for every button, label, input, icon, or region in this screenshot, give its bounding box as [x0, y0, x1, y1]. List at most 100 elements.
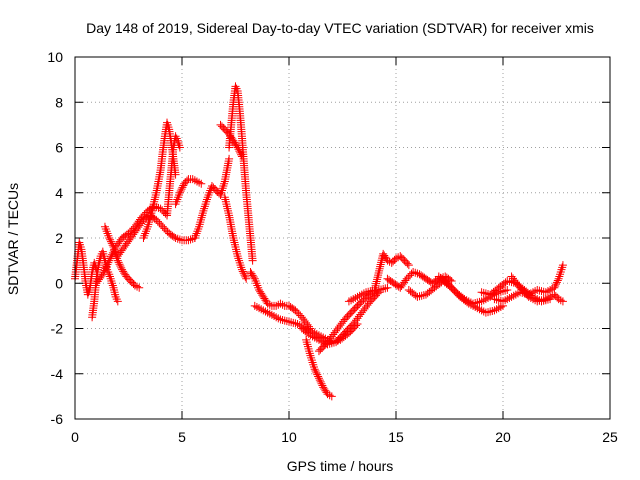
data-point	[248, 271, 257, 280]
data-point	[232, 247, 241, 256]
data-point	[230, 138, 239, 147]
data-point	[161, 226, 170, 235]
data-point	[402, 274, 411, 283]
data-point	[199, 206, 208, 215]
data-point	[195, 178, 204, 187]
data-point	[267, 310, 276, 319]
data-point	[115, 260, 124, 269]
data-point	[108, 248, 117, 257]
data-point	[310, 333, 319, 342]
data-point	[413, 269, 422, 278]
data-point	[511, 290, 520, 299]
data-point	[291, 319, 300, 328]
data-point	[200, 202, 209, 211]
data-point	[503, 295, 512, 304]
data-point	[178, 183, 187, 192]
data-point	[404, 261, 413, 270]
data-point	[307, 356, 316, 365]
data-point	[280, 316, 289, 325]
data-point	[484, 308, 493, 317]
data-point	[152, 215, 161, 224]
data-point	[233, 143, 242, 152]
data-point	[477, 297, 486, 306]
data-point	[409, 267, 418, 276]
data-point	[499, 287, 507, 296]
data-point	[276, 299, 285, 308]
data-point	[312, 334, 321, 343]
data-point	[101, 264, 110, 273]
data-point	[494, 304, 503, 313]
data-point	[366, 287, 375, 296]
data-point	[501, 286, 510, 295]
data-point	[224, 206, 233, 215]
data-point	[375, 266, 384, 275]
data-point	[524, 292, 533, 301]
data-point	[551, 281, 560, 290]
data-point	[558, 263, 567, 272]
data-point	[282, 317, 291, 326]
data-point	[293, 308, 302, 317]
data-point	[295, 321, 304, 330]
data-point	[274, 314, 283, 323]
data-point	[327, 392, 336, 401]
data-point	[311, 367, 320, 376]
data-point	[303, 342, 312, 351]
data-point	[231, 140, 240, 149]
data-point	[239, 269, 248, 278]
data-point	[106, 254, 115, 263]
data-point	[546, 292, 555, 301]
data-point	[509, 291, 518, 300]
data-point	[230, 238, 239, 247]
data-point	[306, 351, 315, 360]
data-point	[558, 297, 567, 306]
axis-ticks: 0 5 10 15 20 25 -6 -4 -2 0 2 4 6 8 10	[47, 49, 618, 445]
data-point	[217, 188, 226, 197]
data-point	[234, 254, 243, 263]
data-point	[484, 289, 493, 298]
data-point	[177, 185, 186, 194]
data-point	[539, 287, 548, 296]
data-point	[475, 297, 484, 306]
data-point	[222, 200, 231, 209]
data-point	[261, 307, 270, 316]
data-point	[479, 296, 488, 305]
data-point	[554, 295, 563, 304]
data-point	[221, 195, 230, 204]
data-point	[374, 269, 383, 278]
x-tick-label: 5	[178, 429, 186, 445]
data-point	[373, 275, 382, 284]
data-point	[75, 238, 84, 247]
data-point	[201, 200, 210, 209]
data-point	[150, 195, 159, 204]
y-tick-label: 4	[55, 185, 63, 201]
data-point	[543, 293, 552, 302]
data-point	[249, 273, 258, 282]
data-point	[252, 303, 261, 312]
data-point	[220, 179, 229, 188]
data-point	[413, 292, 422, 301]
y-tick-label: 10	[47, 49, 63, 65]
x-tick-label: 15	[388, 429, 404, 445]
data-point	[287, 318, 296, 327]
data-point	[302, 338, 311, 347]
data-point	[235, 258, 244, 267]
data-point	[190, 176, 199, 185]
data-point	[505, 293, 514, 302]
data-point	[349, 295, 358, 304]
data-point	[100, 266, 109, 275]
data-point	[236, 261, 245, 270]
data-point	[550, 283, 559, 292]
data-point	[353, 292, 362, 301]
y-tick-label: 2	[55, 230, 63, 246]
data-point	[469, 299, 478, 308]
x-tick-label: 25	[602, 429, 618, 445]
data-point	[236, 148, 245, 157]
data-point	[372, 279, 381, 288]
data-point	[118, 265, 127, 274]
data-point	[496, 296, 505, 305]
data-point	[227, 133, 236, 142]
data-point	[119, 267, 128, 276]
data-point	[186, 235, 195, 244]
data-point	[238, 267, 247, 276]
data-point	[492, 305, 501, 314]
